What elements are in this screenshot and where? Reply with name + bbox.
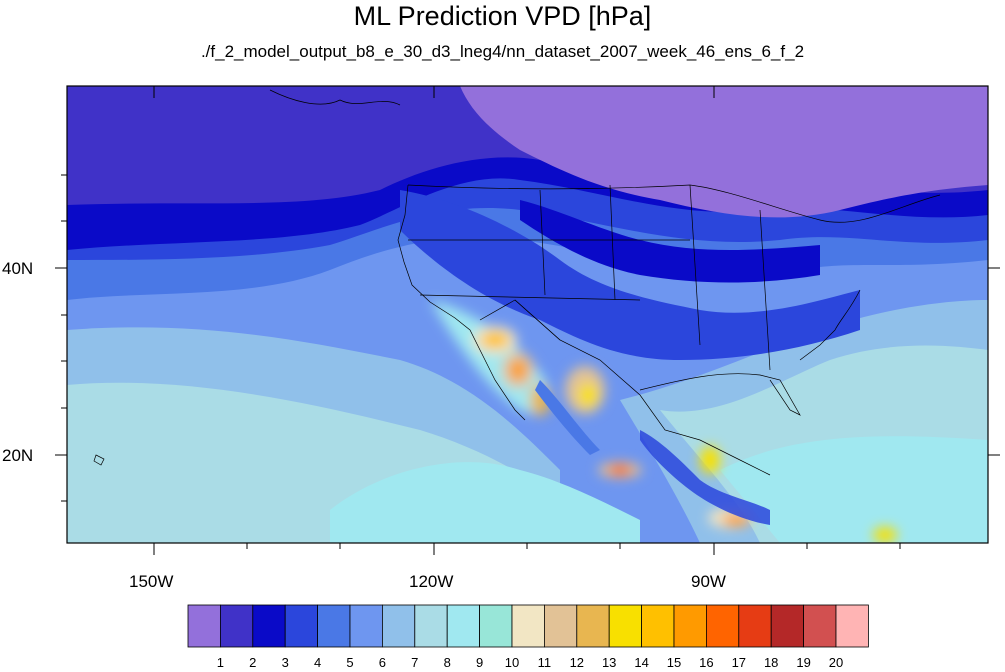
colorbar-tick-label: 4: [313, 655, 322, 670]
colorbar-tick-label: 7: [411, 655, 419, 670]
colorbar-swatch: [803, 604, 837, 648]
colorbar-tick-label: 2: [249, 655, 257, 670]
colorbar-swatch: [349, 604, 383, 648]
lon-label-90w: 90W: [691, 572, 726, 591]
colorbar-swatch: [706, 604, 740, 648]
colorbar-swatch: [414, 604, 448, 648]
colorbar-swatch: [835, 604, 869, 648]
map-title: ML Prediction VPD [hPa]: [353, 1, 652, 31]
colorbar: [187, 604, 869, 648]
map-subtitle: ./f_2_model_output_b8_e_30_d3_lneg4/nn_d…: [200, 42, 805, 61]
colorbar-swatch: [381, 604, 416, 648]
colorbar-tick-label: 1: [216, 655, 224, 670]
colorbar-swatch: [479, 604, 513, 648]
colorbar-tick-label: 17: [731, 655, 747, 670]
colorbar-tick-label: 16: [699, 655, 714, 670]
colorbar-swatch: [252, 604, 286, 648]
colorbar-swatch: [219, 604, 254, 648]
colorbar-swatch: [673, 604, 707, 648]
lon-label-150w: 150W: [129, 572, 174, 591]
colorbar-swatch: [544, 604, 578, 648]
colorbar-tick-label: 11: [537, 655, 552, 670]
lat-label-20n: 20N: [2, 446, 34, 465]
colorbar-tick-label: 19: [796, 655, 811, 670]
lat-label-40n: 40N: [2, 259, 34, 278]
colorbar-tick-label: 14: [634, 655, 649, 670]
colorbar-swatch: [446, 604, 481, 648]
colorbar-swatch: [608, 604, 643, 648]
colorbar-tick-label: 3: [281, 655, 289, 670]
colorbar-tick-label: 18: [763, 655, 779, 670]
colorbar-swatch: [641, 604, 675, 648]
colorbar-tick-label: 15: [666, 655, 682, 670]
colorbar-tick-label: 13: [601, 655, 617, 670]
colorbar-swatch: [738, 604, 772, 648]
map-field: [67, 86, 988, 543]
colorbar-tick-label: 9: [475, 655, 484, 670]
lon-label-120w: 120W: [409, 572, 454, 591]
colorbar-swatch: [284, 604, 319, 648]
colorbar-swatch: [576, 604, 610, 648]
colorbar-tick-label: 12: [569, 655, 585, 670]
colorbar-tick-label: 5: [346, 655, 354, 670]
colorbar-tick-label: 10: [504, 655, 520, 670]
colorbar-tick-label: 6: [378, 655, 386, 670]
colorbar-tick-label: 20: [828, 655, 844, 670]
colorbar-swatch: [511, 604, 545, 648]
colorbar-swatch: [770, 604, 805, 648]
colorbar-tick-label: 8: [443, 655, 451, 670]
axis-ticks: [55, 86, 1000, 555]
colorbar-swatch: [187, 604, 221, 648]
colorbar-swatch: [317, 604, 351, 648]
